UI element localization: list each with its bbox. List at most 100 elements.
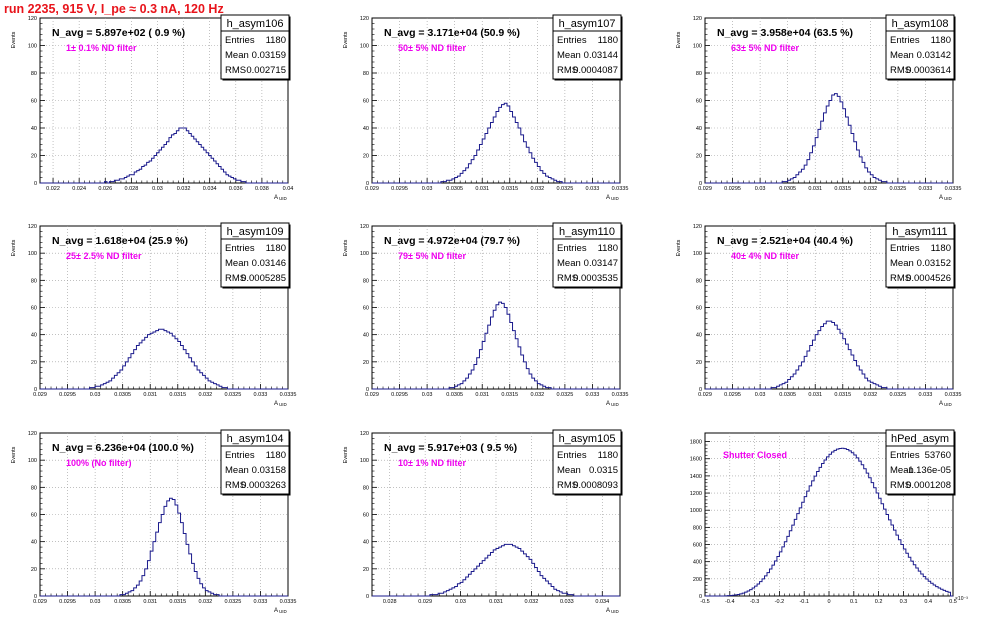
x-tick-label: 0.033 (254, 599, 268, 605)
stats-value: 1180 (266, 243, 286, 254)
stats-key: Mean (225, 50, 249, 61)
stats-box (885, 222, 955, 288)
stats-value: 1180 (598, 243, 618, 254)
stats-value: 0.0003535 (573, 273, 618, 284)
stats-value: 0.03142 (917, 50, 951, 61)
x-tick-label: 0.0305 (779, 392, 796, 398)
stats-histogram-name: h_asym111 (892, 226, 947, 238)
x-tick-label: 0.032 (863, 392, 877, 398)
filter-annotation: 79± 5% ND filter (398, 251, 466, 261)
y-tick-label: 40 (31, 126, 37, 132)
x-tick-label: 0.036 (229, 186, 243, 192)
n-avg-label: N_avg = 5.917e+03 ( 9.5 %) (384, 442, 517, 454)
stats-value: 1180 (266, 35, 286, 46)
n-avg-label: N_avg = 6.236e+04 (100.0 %) (52, 442, 194, 454)
y-tick-label: 100 (28, 44, 37, 50)
stats-box (552, 14, 622, 80)
stats-value: 1180 (266, 450, 286, 461)
x-axis-title: A (939, 195, 943, 201)
y-tick-label: 100 (28, 251, 37, 257)
x-tick-label: 0.024 (72, 186, 86, 192)
stats-box (220, 429, 290, 495)
y-tick-label: 100 (360, 251, 369, 257)
stats-box (552, 222, 622, 288)
stats-histogram-name: h_asym105 (559, 433, 616, 445)
y-tick-label: 100 (693, 251, 702, 257)
y-tick-label: 0 (34, 181, 37, 187)
stats-value: 1180 (931, 35, 951, 46)
y-tick-label: 200 (693, 577, 702, 583)
x-tick-label: 0.032 (530, 186, 544, 192)
x-tick-label: 0.2 (875, 599, 883, 605)
x-tick-label: -0.1 (799, 599, 808, 605)
stats-value: 0.0004526 (906, 273, 951, 284)
y-tick-label: 0 (34, 387, 37, 393)
x-tick-label: 0.0325 (889, 186, 906, 192)
x-tick-label: 0.033 (586, 392, 600, 398)
y-tick-label: 40 (31, 333, 37, 339)
y-tick-label: 20 (363, 360, 369, 366)
x-tick-label: 0.0335 (280, 599, 297, 605)
y-tick-label: 120 (360, 16, 369, 22)
stats-value: 0.0003614 (906, 65, 951, 76)
stats-key: Entries (890, 243, 920, 254)
y-tick-label: 1000 (690, 508, 702, 514)
y-tick-label: 40 (696, 333, 702, 339)
x-tick-label: 0.029 (33, 599, 47, 605)
y-tick-label: 80 (31, 485, 37, 491)
x-tick-label: 0.0315 (501, 392, 518, 398)
histogram-panel-h_asym106: 0.022 0.024 0.026 0.028 0.03 0.032 0.034 0.036 0… (11, 14, 293, 201)
stats-key: RMS (890, 273, 911, 284)
y-axis-title: Events (343, 446, 349, 463)
x-tick-label: 0.0295 (724, 392, 741, 398)
stats-value: 0.0004087 (573, 65, 618, 76)
y-tick-label: 40 (363, 333, 369, 339)
stats-key: RMS (890, 480, 911, 491)
y-tick-label: 120 (28, 431, 37, 437)
x-tick-label: 0.03 (422, 186, 433, 192)
y-tick-label: 0 (366, 594, 369, 600)
x-tick-label: 0.0325 (889, 392, 906, 398)
y-tick-label: 120 (693, 224, 702, 230)
x-tick-label: 0.031 (808, 186, 822, 192)
x-tick-label: -0.5 (700, 599, 709, 605)
stats-key: Entries (225, 243, 255, 254)
x-tick-label: 0.1 (850, 599, 858, 605)
x-tick-label: 0.031 (475, 392, 489, 398)
y-tick-label: 20 (696, 360, 702, 366)
x-tick-label: 0.034 (595, 599, 609, 605)
x-tick-label: 0.0305 (114, 392, 131, 398)
histogram-panel-hPed_asym: -0.5 -0.4 -0.3 -0.2 -0.1 0 0.1 0.2 0.3 0.4 0.5 0 200… (690, 429, 968, 605)
x-tick-label: 0.0335 (280, 392, 297, 398)
y-tick-label: 20 (31, 154, 37, 160)
stats-histogram-name: h_asym109 (227, 226, 284, 238)
x-tick-label: 0.028 (383, 599, 397, 605)
x-tick-label: 0.03 (152, 186, 163, 192)
stats-value: 0.0003263 (241, 480, 286, 491)
x-tick-label: 0.031 (143, 392, 157, 398)
y-tick-label: 0 (699, 594, 702, 600)
y-tick-label: 60 (31, 99, 37, 105)
x-tick-label: 0.0315 (834, 392, 851, 398)
x-axis-title: A (606, 195, 610, 201)
stats-key: RMS (225, 273, 246, 284)
stats-key: Entries (225, 35, 255, 46)
x-axis-title-sub: UID (944, 196, 953, 201)
x-axis-title-sub: UID (279, 196, 288, 201)
stats-histogram-name: h_asym104 (227, 433, 284, 445)
y-tick-label: 80 (696, 278, 702, 284)
stats-value: 53760 (925, 450, 951, 461)
y-tick-label: 80 (31, 278, 37, 284)
histogram-series (372, 543, 620, 597)
n-avg-label: N_avg = 1.618e+04 (25.9 %) (52, 235, 188, 247)
y-tick-label: 60 (696, 99, 702, 105)
y-tick-label: 40 (696, 126, 702, 132)
x-tick-label: 0.03 (755, 186, 766, 192)
histogram-series (40, 127, 288, 184)
stats-value: 0.0008093 (573, 480, 618, 491)
y-tick-label: 60 (363, 99, 369, 105)
x-axis-title: A (274, 608, 278, 614)
y-axis-title: Events (676, 239, 682, 256)
x-tick-label: 0.0335 (945, 186, 962, 192)
